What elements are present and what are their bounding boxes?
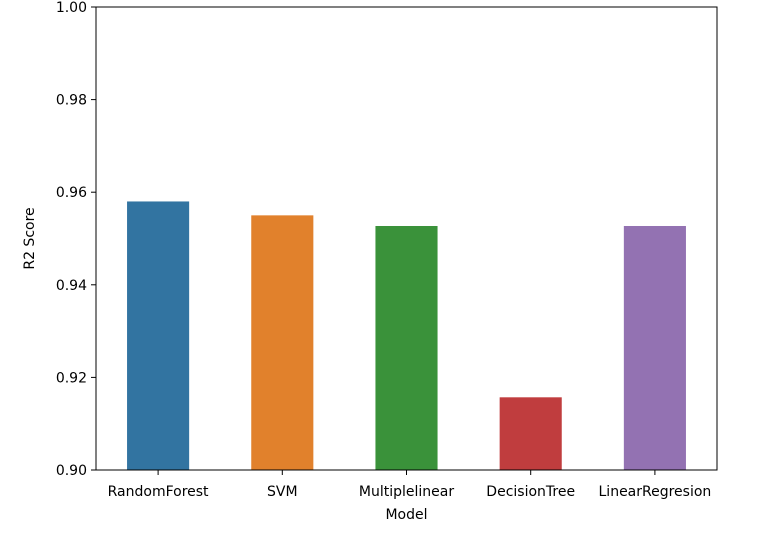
bar-svm [251, 215, 314, 470]
y-axis-ticks: 0.90 0.92 0.94 0.96 0.98 1.00 [56, 0, 96, 479]
x-axis-ticks: RandomForest SVM Multiplelinear DecisionTre… [108, 470, 712, 500]
y-tick-label: 0.96 [56, 185, 87, 201]
x-tick-label: DecisionTree [486, 484, 575, 500]
y-tick-label: 1.00 [56, 0, 87, 16]
y-axis-label: R2 Score [22, 207, 38, 269]
y-tick-label: 0.94 [56, 278, 87, 294]
bar-decisiontree [499, 397, 562, 470]
x-tick-label: Multiplelinear [359, 484, 454, 500]
x-tick-label: LinearRegresion [599, 484, 712, 500]
y-tick-label: 0.98 [56, 93, 87, 109]
y-tick-label: 0.90 [56, 463, 87, 479]
bar-linearregresion [623, 225, 686, 470]
bar-multiplelinear [375, 225, 438, 470]
x-tick-label: SVM [267, 484, 298, 500]
y-tick-label: 0.92 [56, 370, 87, 386]
bars-group [127, 201, 686, 470]
x-axis-label: Model [385, 507, 427, 523]
bar-randomforest [127, 201, 190, 470]
x-tick-label: RandomForest [108, 484, 209, 500]
